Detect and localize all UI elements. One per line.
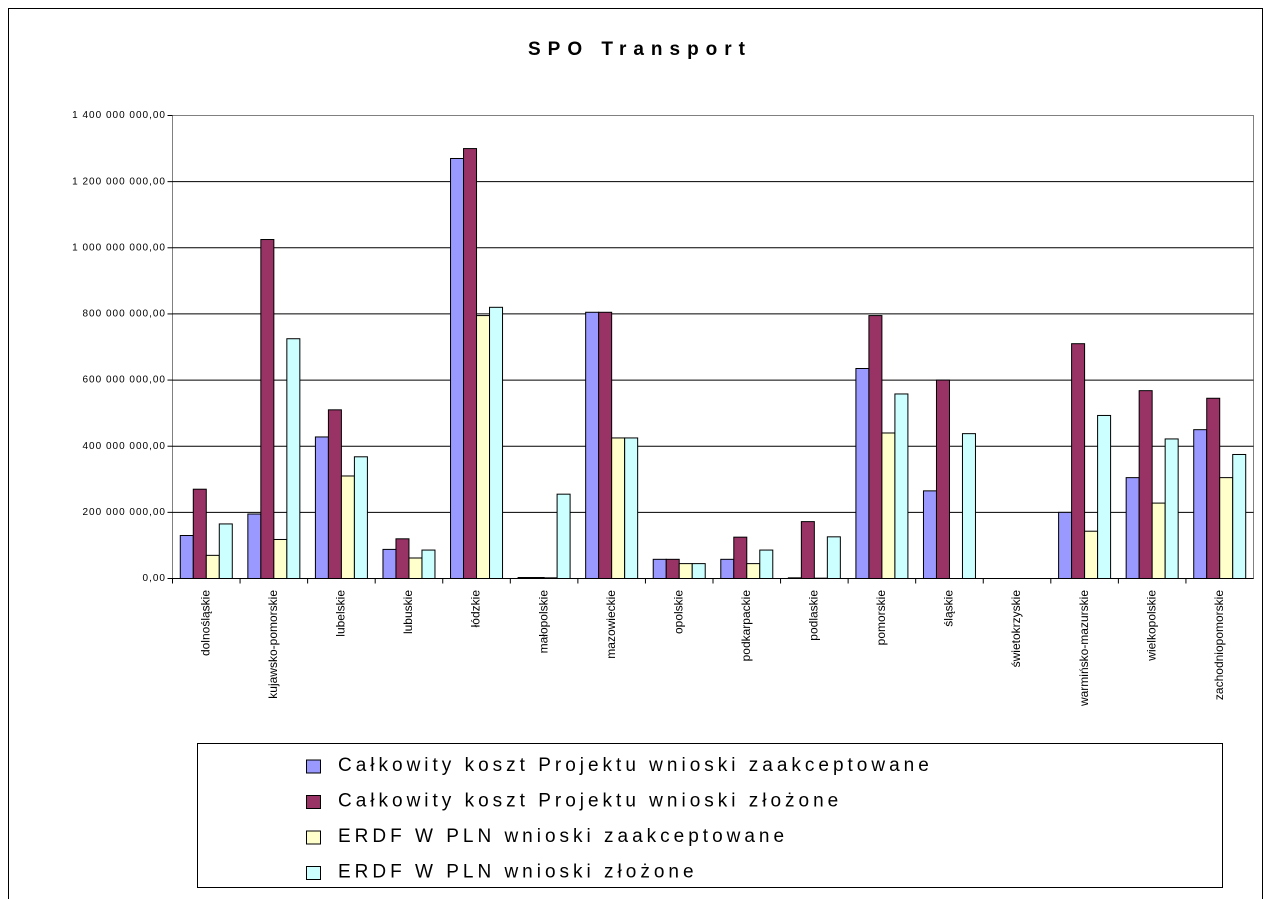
x-tick-label: podkarpackie bbox=[739, 590, 753, 662]
bar bbox=[421, 549, 436, 580]
bar bbox=[286, 338, 301, 579]
y-tick-label: 0,00 bbox=[143, 573, 166, 584]
bar bbox=[1058, 511, 1073, 579]
x-tick-label: kujawsko-pomorskie bbox=[266, 590, 280, 699]
bar bbox=[1193, 429, 1208, 579]
x-tick-label: mazowieckie bbox=[604, 590, 618, 659]
bar bbox=[746, 563, 761, 580]
bar bbox=[218, 523, 233, 579]
bar bbox=[179, 535, 194, 579]
bar bbox=[1138, 390, 1153, 580]
bar bbox=[395, 538, 410, 579]
bar bbox=[314, 436, 329, 579]
bar bbox=[327, 409, 342, 580]
legend-label: ERDF W PLN wnioski zaakceptowane bbox=[338, 826, 788, 847]
bar bbox=[1125, 477, 1140, 579]
bar bbox=[517, 577, 532, 580]
bar bbox=[463, 148, 478, 579]
bar bbox=[800, 521, 815, 579]
legend-swatch bbox=[306, 795, 321, 809]
bar bbox=[1071, 343, 1086, 580]
bar bbox=[881, 432, 896, 579]
bar bbox=[1219, 477, 1234, 579]
x-tick-label: świetokrzyskie bbox=[1009, 590, 1023, 668]
bar bbox=[489, 306, 504, 579]
bar bbox=[894, 393, 909, 579]
bar bbox=[855, 367, 870, 579]
x-tick-label: lubelskie bbox=[334, 590, 348, 637]
y-tick-label: 200 000 000,00 bbox=[82, 507, 166, 518]
bar bbox=[720, 558, 735, 579]
bar bbox=[476, 315, 491, 579]
bar bbox=[826, 536, 841, 580]
bar bbox=[691, 563, 706, 580]
bar bbox=[585, 311, 600, 579]
bar bbox=[787, 577, 802, 579]
bar bbox=[598, 311, 613, 579]
bar bbox=[1084, 530, 1099, 580]
y-tick-label: 1 200 000 000,00 bbox=[72, 176, 166, 187]
bar bbox=[450, 157, 465, 579]
x-tick-label: opolskie bbox=[671, 590, 685, 634]
x-tick-label: lubuskie bbox=[401, 590, 415, 634]
bar bbox=[611, 437, 626, 580]
bar bbox=[556, 493, 571, 579]
y-tick-label: 600 000 000,00 bbox=[82, 375, 166, 386]
bar bbox=[353, 456, 368, 580]
x-tick-label: warmińsko-mazurskie bbox=[1077, 590, 1091, 707]
x-tick-label: podlaskie bbox=[807, 590, 821, 641]
bar bbox=[868, 315, 883, 579]
bar bbox=[1151, 502, 1166, 579]
legend-swatch bbox=[306, 830, 321, 845]
bar bbox=[733, 536, 748, 579]
bar bbox=[408, 557, 423, 580]
y-tick-label: 1 000 000 000,00 bbox=[72, 242, 166, 253]
bar bbox=[530, 577, 545, 580]
bar bbox=[382, 548, 397, 580]
bar bbox=[1097, 414, 1112, 579]
bar bbox=[1164, 438, 1179, 579]
bar bbox=[935, 379, 950, 580]
x-tick-label: małopolskie bbox=[536, 590, 550, 654]
x-tick-label: wielkopolskie bbox=[1144, 590, 1158, 662]
bar bbox=[260, 239, 275, 579]
x-tick-label: śląskie bbox=[942, 590, 956, 627]
bar bbox=[273, 538, 288, 579]
y-tick-label: 1 400 000 000,00 bbox=[72, 110, 166, 121]
bar bbox=[624, 437, 639, 580]
bar bbox=[543, 577, 558, 579]
y-tick-label: 400 000 000,00 bbox=[82, 441, 166, 452]
y-tick-label: 800 000 000,00 bbox=[82, 309, 166, 320]
bar bbox=[205, 554, 220, 579]
legend-swatch bbox=[306, 759, 321, 774]
bar bbox=[192, 488, 207, 580]
bar bbox=[652, 558, 667, 579]
x-tick-label: łódzkie bbox=[469, 590, 483, 628]
bar bbox=[247, 513, 262, 580]
legend-label: Całkowity koszt Projektu wnioski złożone bbox=[338, 791, 842, 812]
bar bbox=[759, 549, 774, 580]
bar bbox=[665, 558, 680, 579]
bar bbox=[1206, 397, 1221, 579]
legend-label: Całkowity koszt Projektu wnioski zaakcep… bbox=[338, 755, 933, 776]
x-tick-label: pomorskie bbox=[874, 590, 888, 646]
x-tick-label: zachodniopomorskie bbox=[1212, 590, 1226, 700]
bar bbox=[961, 433, 976, 580]
legend-box bbox=[197, 743, 1223, 888]
bar bbox=[1232, 453, 1247, 580]
legend-label: ERDF W PLN wnioski złożone bbox=[338, 862, 698, 883]
bar bbox=[678, 563, 693, 580]
bar bbox=[340, 475, 355, 580]
x-tick-label: dolnośląskie bbox=[198, 590, 212, 656]
bar bbox=[922, 490, 937, 579]
chart-title: SPO Transport bbox=[528, 39, 752, 60]
legend-swatch bbox=[306, 866, 321, 880]
